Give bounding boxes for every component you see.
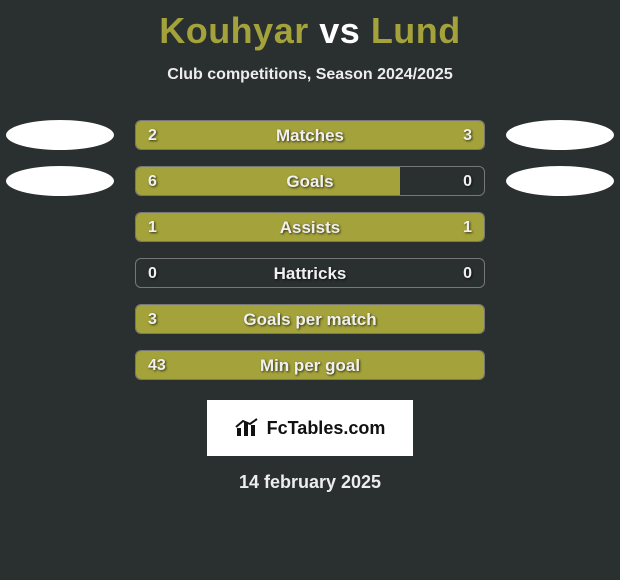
stat-value-right: 1	[463, 213, 472, 242]
stat-bar: Assists1 1	[135, 212, 485, 242]
player2-name: Lund	[371, 10, 461, 51]
date-label: 14 february 2025	[0, 472, 620, 493]
stat-label: Min per goal	[136, 351, 484, 380]
stat-label: Hattricks	[136, 259, 484, 288]
vs-label: vs	[319, 10, 360, 51]
branding-text: FcTables.com	[267, 418, 386, 439]
stat-row: Assists1 1	[0, 212, 620, 242]
stat-value-left: 2	[148, 121, 157, 150]
chart-icon	[235, 418, 261, 438]
stat-row: Min per goal43	[0, 350, 620, 380]
stat-bar: Matches2 3	[135, 120, 485, 150]
stat-bar: Min per goal43	[135, 350, 485, 380]
stat-label: Goals per match	[136, 305, 484, 334]
stat-value-right: 0	[463, 259, 472, 288]
stat-row: Matches2 3	[0, 120, 620, 150]
stat-row: Goals6 0	[0, 166, 620, 196]
player1-badge	[6, 120, 114, 150]
stat-value-left: 6	[148, 167, 157, 196]
stat-value-left: 43	[148, 351, 166, 380]
stat-label: Assists	[136, 213, 484, 242]
stats-rows: Matches23Goals60Assists11Hattricks00Goal…	[0, 120, 620, 380]
branding-badge: FcTables.com	[207, 400, 413, 456]
stat-row: Hattricks0 0	[0, 258, 620, 288]
stat-value-left: 3	[148, 305, 157, 334]
stat-bar: Goals per match3	[135, 304, 485, 334]
stat-value-left: 0	[148, 259, 157, 288]
stat-label: Matches	[136, 121, 484, 150]
player2-badge	[506, 120, 614, 150]
stat-value-right: 0	[463, 167, 472, 196]
stat-value-right: 3	[463, 121, 472, 150]
stat-bar: Goals6 0	[135, 166, 485, 196]
stat-value-left: 1	[148, 213, 157, 242]
subtitle: Club competitions, Season 2024/2025	[0, 66, 620, 84]
player2-badge	[506, 166, 614, 196]
comparison-title: Kouhyar vs Lund	[0, 0, 620, 52]
stat-bar: Hattricks0 0	[135, 258, 485, 288]
player1-badge	[6, 166, 114, 196]
stat-label: Goals	[136, 167, 484, 196]
stat-row: Goals per match3	[0, 304, 620, 334]
player1-name: Kouhyar	[159, 10, 309, 51]
